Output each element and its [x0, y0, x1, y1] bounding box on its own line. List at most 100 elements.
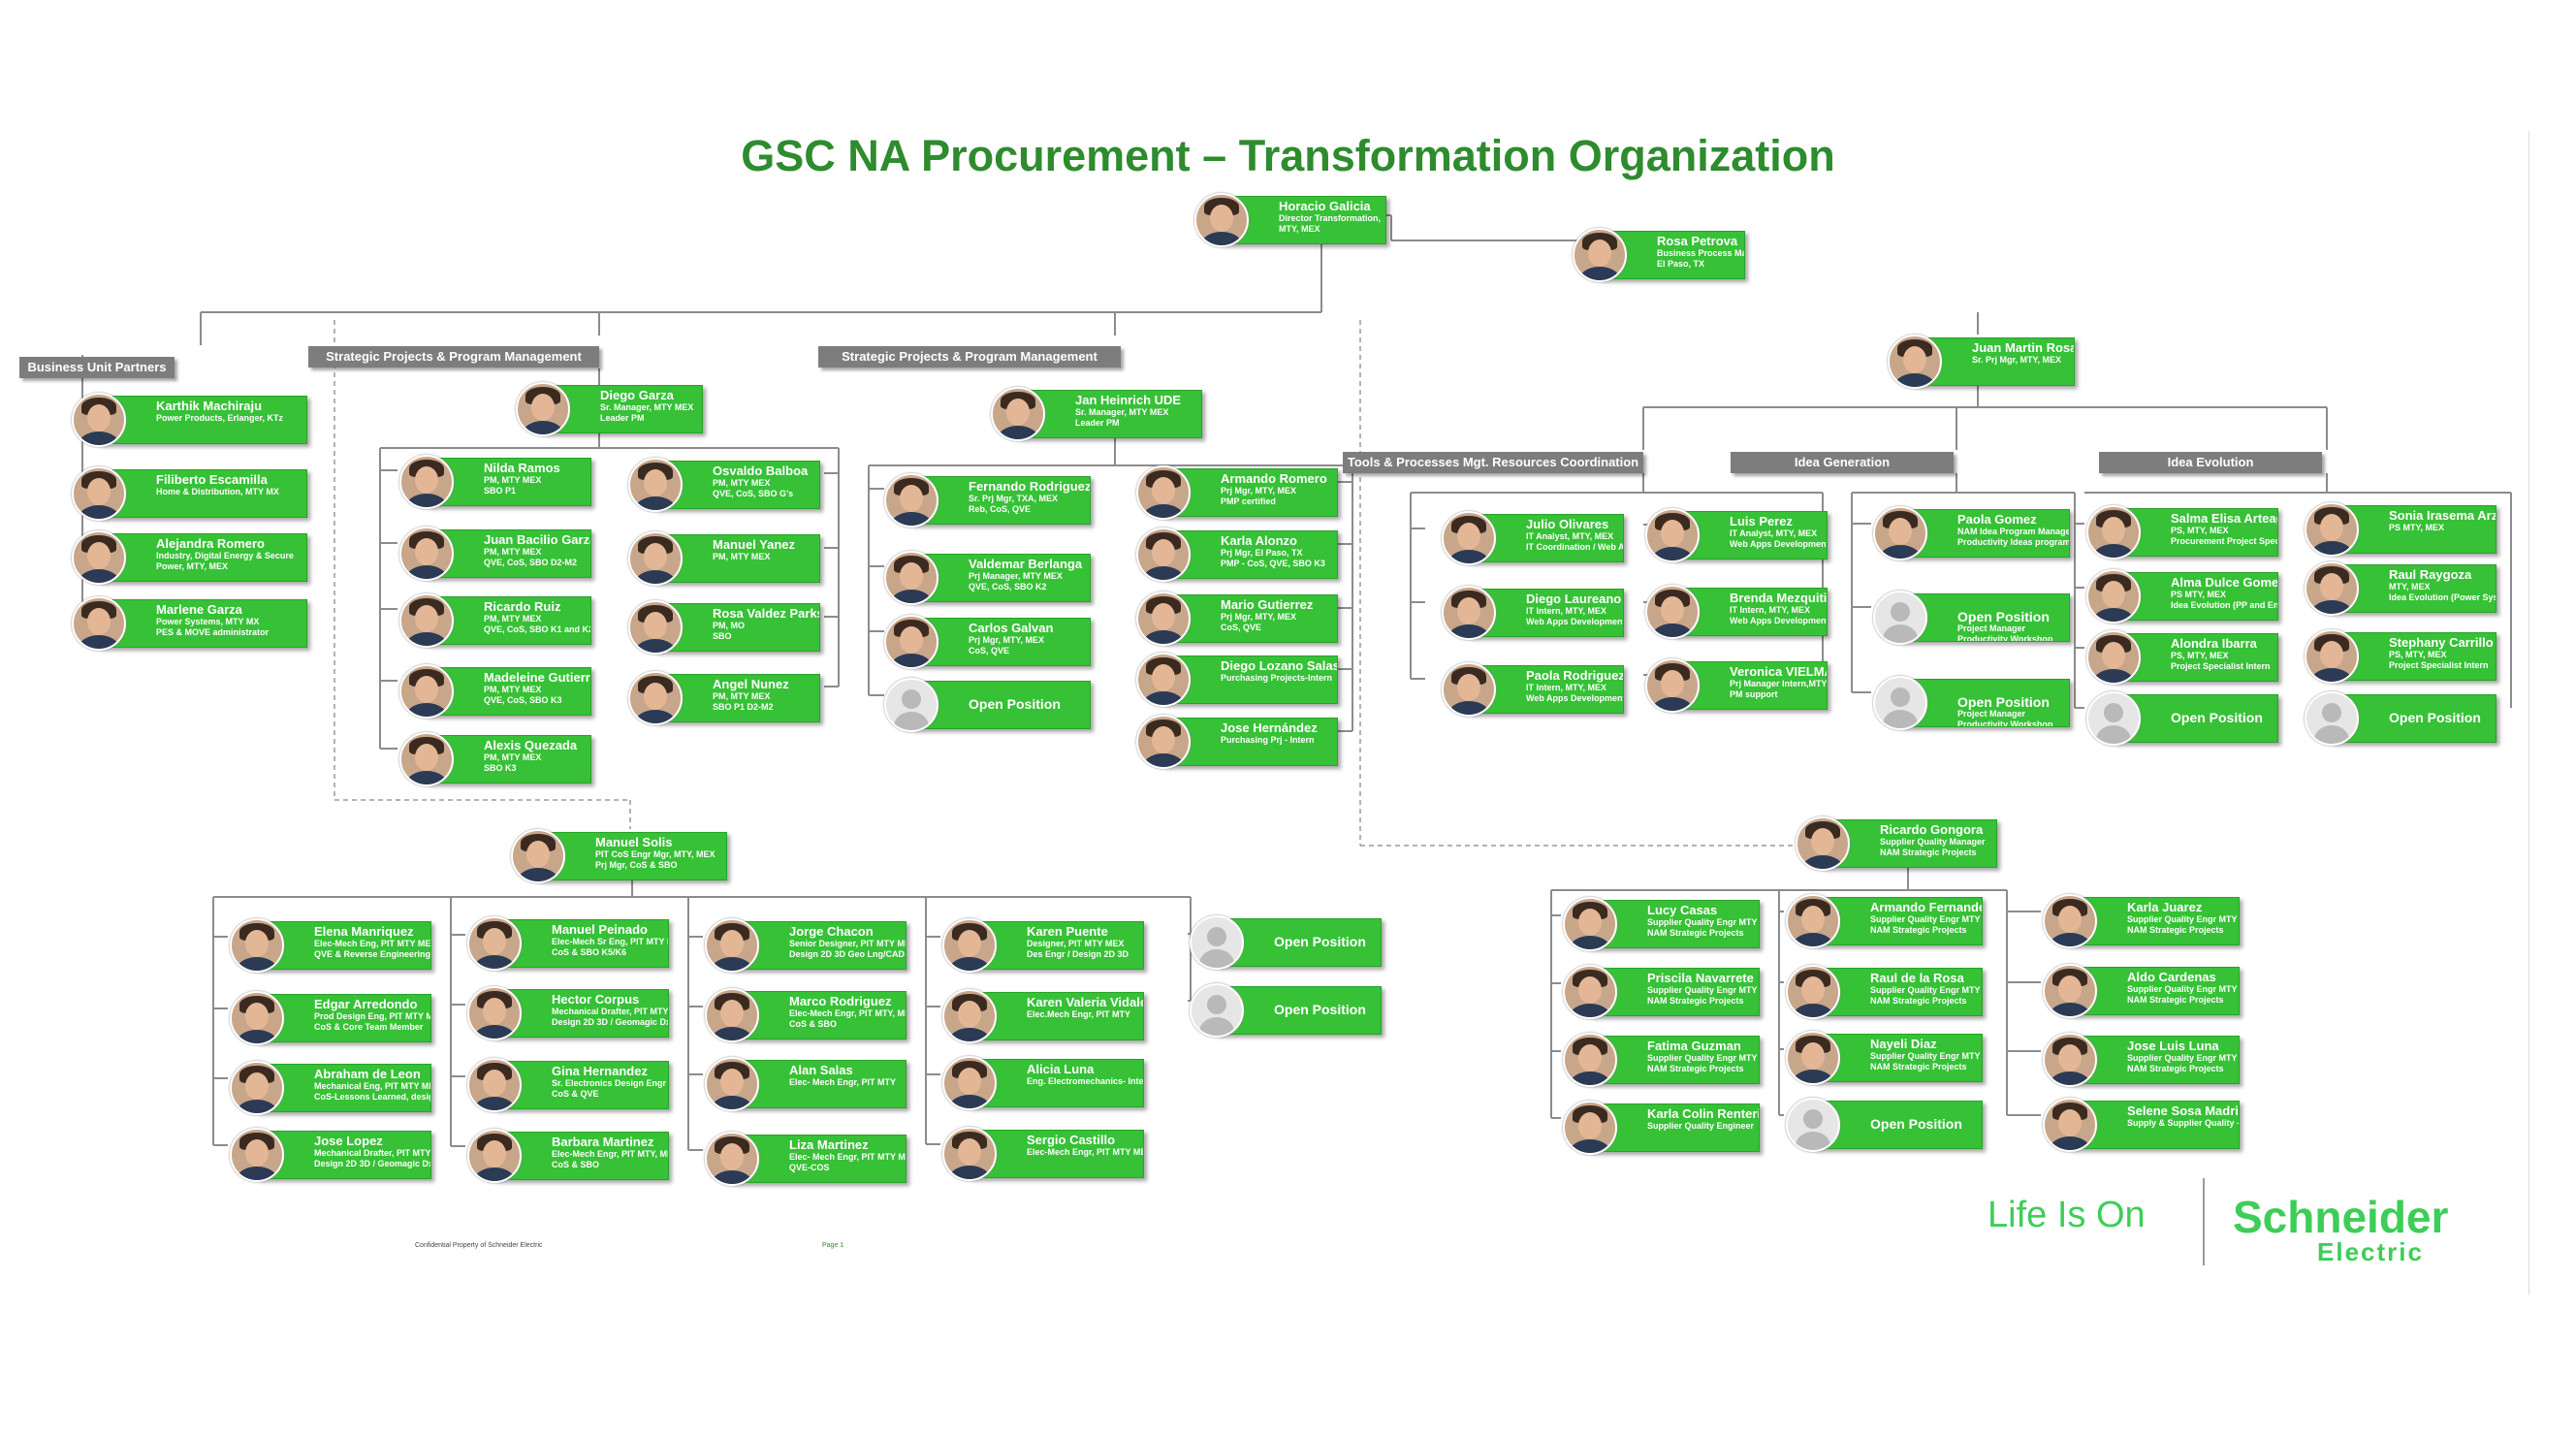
person-detail: NAM Strategic Projects: [1870, 1062, 1967, 1071]
person-name: Armando Romero: [1221, 471, 1327, 486]
person-card-armando-fernandez: Armando Fernandez Supplier Quality Engr M…: [1813, 897, 1983, 945]
person-role: Mechanical Eng, PIT MTY MEX: [314, 1081, 431, 1091]
person-role: Elec- Mech Engr, PIT MTY MEX: [789, 1152, 906, 1162]
person-name: Nilda Ramos: [484, 461, 560, 475]
person-name: Sergio Castillo: [1027, 1133, 1116, 1147]
person-name: Open Position: [1957, 694, 2050, 710]
person-card-marlene: Marlene Garza Power Systems, MTY MX PES & …: [99, 599, 307, 648]
person-detail: QVE, CoS, SBO K3: [484, 695, 562, 705]
person-name: Angel Nunez: [713, 677, 789, 691]
person-detail: Web Apps Development: [1526, 617, 1624, 626]
person-name: Paola Rodriguez: [1526, 668, 1624, 683]
person-name: Horacio Galicia: [1279, 199, 1371, 213]
person-role: Project Manager: [1957, 624, 2026, 633]
person-name: Liza Martinez: [789, 1137, 869, 1152]
person-detail: MTY, MEX: [1279, 224, 1320, 234]
person-card-alejandra: Alejandra Romero Industry, Digital Energy…: [99, 533, 307, 582]
person-role: Prj Mgr, MTY, MEX: [969, 635, 1045, 645]
avatar-photo: [1136, 465, 1191, 520]
person-name: Alma Dulce Gomez: [2171, 575, 2278, 590]
person-name: Jorge Chacon: [789, 924, 874, 939]
person-card-hector: Hector Corpus Mechanical Drafter, PIT MTY…: [494, 989, 669, 1038]
person-detail: Reb, CoS, QVE: [969, 504, 1032, 514]
person-name: Filiberto Escamilla: [156, 472, 268, 487]
person-name: Salma Elisa Arteaga: [2171, 511, 2277, 526]
person-name: Priscila Navarrete: [1647, 971, 1754, 985]
avatar-photo: [1194, 193, 1249, 247]
person-card-open-jan: Open Position: [911, 681, 1091, 729]
person-name: Karthik Machiraju: [156, 399, 263, 413]
avatar-photo: [942, 1056, 997, 1110]
avatar-photo: [2086, 569, 2141, 624]
person-name: Armando Fernandez: [1870, 900, 1983, 914]
avatar-photo: [628, 531, 683, 586]
avatar-photo: [705, 1057, 759, 1111]
person-name: Ricardo Gongora: [1880, 822, 1984, 837]
person-detail: Productivity Ideas program: [1957, 537, 2070, 547]
person-card-salma: Salma Elisa ArteagaPS, MTY, MEXProcureme…: [2114, 508, 2278, 557]
avatar-photo: [1563, 897, 1617, 951]
person-name: Luis Perez: [1730, 514, 1794, 528]
person-card-selene: Selene Sosa MadrigalSupply & Supplier Qu…: [2070, 1101, 2240, 1149]
person-detail: QVE, CoS, SBO K2: [969, 582, 1047, 592]
person-detail: Leader PM: [600, 413, 645, 423]
person-card-gina: Gina Hernandez Sr. Electronics Design Eng…: [494, 1061, 669, 1109]
person-card-alicia: Alicia Luna Eng. Electromechanics- Intern: [970, 1059, 1144, 1107]
person-role: IT Intern, MTY, MEX: [1730, 605, 1811, 615]
person-name: Karen Puente: [1027, 924, 1108, 939]
page-number: Page 1: [822, 1242, 844, 1249]
person-card-mario: Mario Gutierrez Prj Mgr, MTY, MEX CoS, QVE: [1163, 594, 1338, 643]
person-role: Supplier Quality Engr MTY MEX: [2127, 914, 2239, 924]
avatar-photo: [2086, 505, 2141, 560]
person-name: Manuel Solis: [595, 835, 673, 849]
person-role: IT Analyst, MTY, MEX: [1526, 531, 1614, 541]
person-card-karen-vidales: Karen Valeria Vidales Elec.Mech Engr, PIT…: [970, 992, 1144, 1040]
person-name: Fernando Rodriguez: [969, 479, 1091, 494]
person-card-osvaldo: Osvaldo Balboa PM, MTY MEX QVE, CoS, SBO G…: [655, 461, 820, 509]
avatar-photo: [1645, 585, 1700, 639]
person-role: PM, MO: [713, 621, 745, 630]
avatar-photo: [467, 1129, 522, 1183]
avatar-photo: [72, 530, 126, 585]
person-name: Raul Raygoza: [2389, 567, 2472, 582]
person-role: Prj Manager Intern,MTY,MEX: [1730, 679, 1827, 688]
person-role: PS, MTY, MEX: [2171, 651, 2229, 660]
person-detail: CoS, QVE: [969, 646, 1010, 656]
person-card-karla-alonzo: Karla Alonzo Prj Mgr, El Paso, TX PMP - Co…: [1163, 530, 1338, 579]
person-card-angel: Angel Nunez PM, MTY MEX SBO P1 D2-M2: [655, 674, 820, 722]
person-role: PM, MTY MEX: [484, 547, 542, 557]
person-card-manuel-yanez: Manuel Yanez PM, MTY MEX: [655, 534, 820, 583]
person-detail: Productivity Workshop: [1957, 634, 2053, 642]
person-role: Supplier Quality Engr MTY MEX: [2127, 1053, 2239, 1063]
avatar-photo: [1563, 965, 1617, 1019]
person-role: Supplier Quality Engr MTY MEX: [1870, 985, 1982, 995]
person-card-fernando: Fernando Rodriguez Sr. Prj Mgr, TXA, MEX R…: [911, 476, 1091, 525]
slide-edge: [2528, 131, 2529, 1295]
person-role: Elec-Mech Engr, PIT MTY, MEX: [552, 1149, 669, 1159]
person-card-jose-luis: Jose Luis Luna Supplier Quality Engr MTY …: [2070, 1036, 2240, 1084]
person-name: Jose Lopez: [314, 1134, 383, 1148]
avatar-photo: [705, 1132, 759, 1186]
avatar-photo: [1573, 228, 1627, 282]
avatar-photo: [1645, 658, 1700, 713]
person-name: Open Position: [1274, 1002, 1366, 1017]
brand-logo-top: Schneider: [2233, 1192, 2449, 1242]
person-role: Project Manager: [1957, 709, 2026, 719]
person-role: MTY, MEX: [2389, 582, 2431, 592]
person-detail: SBO P1 D2-M2: [713, 702, 774, 712]
section-header-h1: Business Unit Partners: [19, 357, 175, 378]
avatar-photo: [2305, 561, 2359, 616]
avatar-photo: [399, 664, 454, 719]
person-name: Open Position: [1274, 934, 1366, 949]
person-card-priscila: Priscila Navarrete Supplier Quality Engr …: [1590, 968, 1760, 1016]
person-role: Purchasing Projects-Intern: [1221, 673, 1333, 683]
avatar-photo: [72, 596, 126, 651]
person-name: Open Position: [1870, 1116, 1962, 1132]
person-card-alondra: Alondra Ibarra PS, MTY, MEX Project Specia…: [2114, 633, 2278, 682]
avatar-photo: [2043, 964, 2097, 1018]
person-role: Supplier Quality Engr MTY MEX: [1647, 985, 1759, 995]
avatar-photo: [1136, 528, 1191, 582]
tagline: Life Is On: [1988, 1195, 2146, 1235]
person-name: Carlos Galvan: [969, 621, 1054, 635]
